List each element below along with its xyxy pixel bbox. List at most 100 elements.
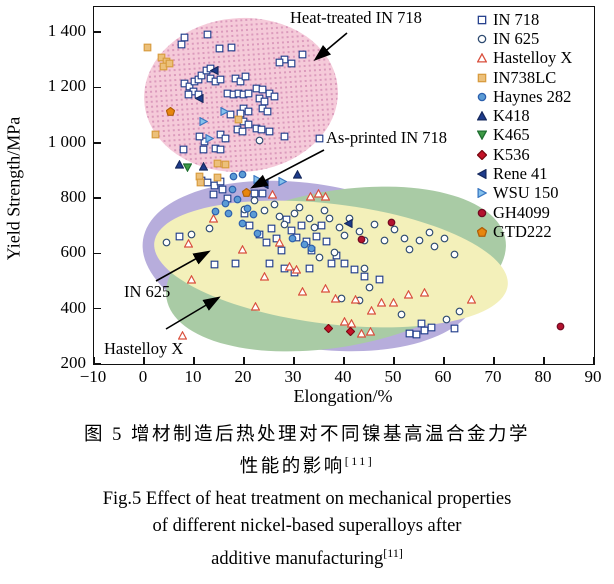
- data-point-IN-625: [255, 136, 264, 145]
- data-point-IN-718: [272, 234, 281, 243]
- data-point-IN-718: [267, 224, 276, 233]
- circle-legend-marker-icon: [477, 92, 488, 102]
- data-point-IN-718: [216, 75, 225, 84]
- data-point-IN-625: [290, 209, 299, 218]
- data-point-Hastelloy-X: [389, 298, 398, 307]
- data-point-IN-718: [175, 232, 184, 241]
- data-point-IN-718: [177, 40, 186, 49]
- y-tick: [94, 142, 101, 144]
- y-tick: [94, 363, 101, 365]
- data-point-IN738LC: [221, 160, 230, 169]
- data-point-IN738LC: [143, 43, 152, 52]
- data-point-Rene-41: [343, 219, 353, 229]
- data-point-Hastelloy-X: [306, 192, 315, 201]
- data-point-IN-625: [315, 253, 324, 262]
- x-tick-label: 70: [484, 367, 502, 386]
- data-point-IN-718: [405, 329, 414, 338]
- data-point-IN-718: [297, 221, 306, 230]
- data-point-IN-625: [330, 248, 339, 257]
- data-point-IN-718: [199, 145, 208, 154]
- x-tick-label: 30: [284, 367, 302, 386]
- data-point-IN-625: [280, 220, 289, 229]
- data-point-Haynes-282: [307, 244, 316, 253]
- y-tick: [94, 197, 101, 199]
- caption-english-line2: of different nickel-based superalloys af…: [152, 516, 462, 536]
- data-point-IN-625: [162, 238, 171, 247]
- legend-item-K418: K418: [477, 106, 572, 125]
- data-point-Haynes-282: [249, 210, 258, 219]
- legend-label: Hastelloy X: [493, 48, 573, 68]
- data-point-IN-718: [258, 189, 267, 198]
- data-point-WSU-150: [219, 107, 229, 117]
- data-point-Hastelloy-X: [186, 274, 196, 284]
- data-point-IN-718: [244, 89, 253, 98]
- legend-label: K465: [493, 125, 530, 145]
- y-tick: [94, 307, 101, 310]
- data-point-IN-718: [227, 43, 236, 52]
- data-point-IN-625: [310, 223, 319, 232]
- data-point-IN-718: [427, 323, 436, 332]
- legend: IN 718 IN 625 Hastelloy X IN738LC Haynes 282…: [477, 10, 572, 242]
- data-point-Haynes-282: [224, 209, 233, 218]
- x-tick: [493, 357, 495, 364]
- legend-item-Hastelloy-X: Hastelloy X: [477, 48, 573, 68]
- legend-label: IN 625: [493, 28, 540, 48]
- data-point-Hastelloy-X: [183, 238, 193, 248]
- data-point-IN738LC: [165, 59, 174, 68]
- data-point-IN-718: [312, 232, 321, 241]
- diamond-legend-marker-icon: [477, 149, 488, 160]
- data-point-IN-718: [226, 110, 235, 119]
- data-point-IN-718: [215, 44, 224, 53]
- x-tick-label: 80: [534, 367, 552, 386]
- reference-superscript: [11]: [344, 453, 375, 468]
- data-point-Hastelloy-X: [268, 190, 277, 199]
- x-tick: [193, 357, 195, 364]
- data-point-IN-718: [238, 127, 247, 136]
- data-point-Hastelloy-X: [321, 192, 330, 201]
- data-point-Hastelloy-X: [350, 294, 360, 304]
- data-point-IN738LC: [234, 115, 243, 124]
- square-legend-marker-icon: [477, 15, 488, 25]
- reference-superscript: [11]: [383, 546, 403, 560]
- annotation-as-printed-in-718: As-printed IN 718: [326, 128, 447, 147]
- data-point-Hastelloy-X: [321, 283, 330, 293]
- x-tick: [593, 357, 595, 364]
- data-point-Hastelloy-X: [467, 294, 476, 304]
- data-point-IN-718: [375, 275, 384, 284]
- data-point-IN-625: [205, 224, 214, 233]
- data-point-IN-718: [257, 125, 266, 134]
- y-tick-label: 400: [60, 297, 87, 317]
- data-point-Hastelloy-X: [330, 293, 340, 303]
- data-point-IN-718: [360, 272, 369, 281]
- data-point-IN-718: [203, 30, 212, 39]
- data-point-WSU-150: [277, 176, 287, 186]
- triangle-up-legend-marker-icon: [477, 53, 488, 63]
- data-point-K536: [324, 323, 333, 333]
- data-point-Hastelloy-X: [313, 188, 323, 198]
- data-point-Rene-41: [209, 65, 219, 75]
- caption-english-line3: additive manufacturing[11]: [211, 546, 403, 570]
- x-tick-label: 60: [434, 367, 452, 386]
- data-point-IN-625: [397, 310, 406, 319]
- data-point-Hastelloy-X: [377, 298, 386, 307]
- data-point-K418: [292, 170, 302, 179]
- data-point-Haynes-282: [253, 229, 262, 238]
- y-tick: [94, 31, 101, 33]
- data-point-Hastelloy-X: [274, 237, 284, 247]
- pentagon-legend-marker-icon: [477, 226, 488, 237]
- data-point-Hastelloy-X: [177, 331, 187, 340]
- data-point-Hastelloy-X: [297, 286, 307, 296]
- data-point-IN-718: [327, 259, 336, 268]
- legend-label: K536: [493, 144, 530, 164]
- data-point-Hastelloy-X: [347, 318, 356, 328]
- y-tick-label: 800: [60, 187, 87, 207]
- legend-item-Rene-41: Rene 41: [477, 164, 572, 183]
- y-tick: [94, 86, 101, 89]
- legend-item-Haynes-282: Haynes 282: [477, 87, 572, 106]
- data-point-K418: [174, 160, 184, 169]
- data-point-Hastelloy-X: [404, 289, 413, 299]
- data-point-WSU-150: [204, 134, 214, 144]
- data-point-IN-625: [425, 228, 434, 237]
- annotation-heat-treated-in-718: Heat-treated IN 718: [290, 8, 422, 27]
- data-point-GTD222: [165, 107, 175, 117]
